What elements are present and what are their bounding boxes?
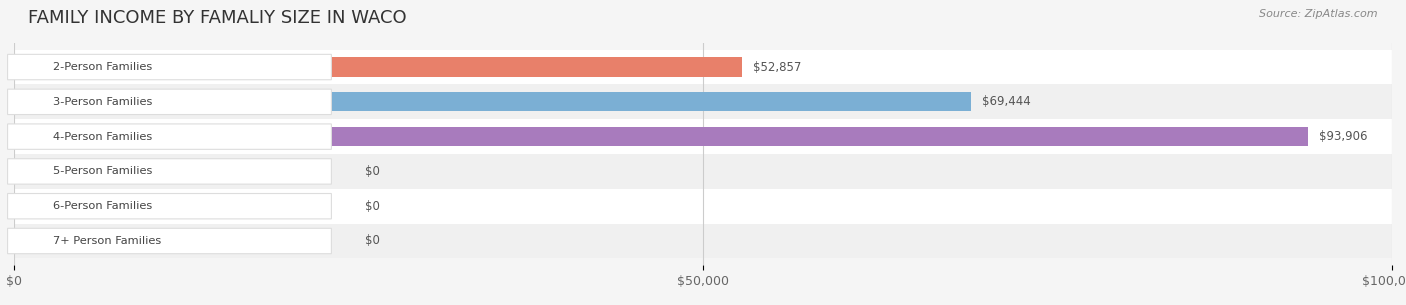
Text: $69,444: $69,444 — [981, 95, 1031, 108]
Bar — [14, 154, 1392, 189]
Text: $0: $0 — [366, 200, 380, 213]
FancyBboxPatch shape — [7, 193, 332, 219]
Text: $93,906: $93,906 — [1319, 130, 1368, 143]
Text: FAMILY INCOME BY FAMALIY SIZE IN WACO: FAMILY INCOME BY FAMALIY SIZE IN WACO — [28, 9, 406, 27]
Bar — [14, 92, 972, 111]
Text: 6-Person Families: 6-Person Families — [53, 201, 152, 211]
Text: 7+ Person Families: 7+ Person Families — [53, 236, 162, 246]
FancyBboxPatch shape — [7, 228, 332, 254]
Text: 4-Person Families: 4-Person Families — [53, 132, 152, 142]
Text: $0: $0 — [366, 165, 380, 178]
Bar — [14, 119, 1392, 154]
FancyBboxPatch shape — [7, 159, 332, 184]
FancyBboxPatch shape — [7, 54, 332, 80]
Text: 3-Person Families: 3-Person Families — [53, 97, 152, 107]
Text: 5-Person Families: 5-Person Families — [53, 167, 152, 176]
Bar — [14, 50, 1392, 84]
Bar — [14, 127, 1308, 146]
FancyBboxPatch shape — [7, 89, 332, 115]
Bar — [14, 84, 1392, 119]
Text: $52,857: $52,857 — [754, 61, 801, 74]
Text: 2-Person Families: 2-Person Families — [53, 62, 152, 72]
Text: Source: ZipAtlas.com: Source: ZipAtlas.com — [1260, 9, 1378, 19]
Bar — [14, 189, 1392, 224]
Bar — [14, 224, 1392, 258]
Bar — [14, 57, 742, 77]
FancyBboxPatch shape — [7, 124, 332, 149]
Text: $0: $0 — [366, 235, 380, 247]
